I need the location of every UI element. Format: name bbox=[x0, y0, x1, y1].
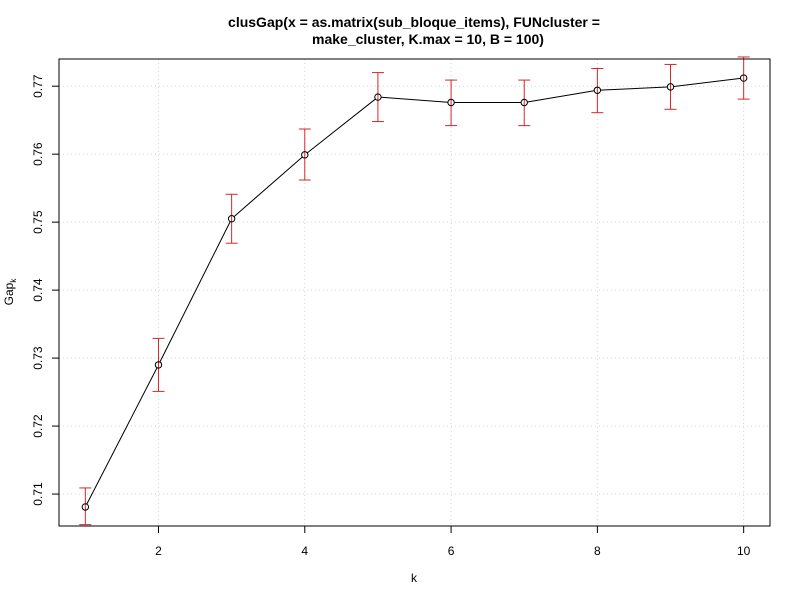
x-tick-label: 6 bbox=[448, 544, 455, 558]
data-point bbox=[666, 83, 675, 91]
data-point bbox=[447, 98, 455, 107]
x-tick-label: 4 bbox=[301, 544, 308, 558]
chart-title-line-2: make_cluster, K.max = 10, B = 100) bbox=[312, 31, 544, 47]
y-tick-label: 0.71 bbox=[31, 482, 45, 506]
x-tick-label: 2 bbox=[155, 544, 162, 558]
y-tick-label: 0.74 bbox=[31, 278, 45, 302]
y-axis-label-subscript: k bbox=[9, 278, 18, 283]
data-point bbox=[520, 98, 528, 107]
series-line-segment bbox=[600, 86, 668, 91]
series-line-segment bbox=[527, 90, 595, 103]
data-point bbox=[227, 215, 236, 223]
data-point bbox=[154, 361, 163, 369]
y-tick-label: 0.75 bbox=[31, 210, 45, 234]
data-point bbox=[81, 503, 90, 511]
data-point bbox=[301, 151, 309, 159]
series-line-segment bbox=[381, 96, 448, 103]
gap-series bbox=[79, 56, 750, 526]
plot-frame bbox=[58, 58, 771, 527]
y-axis-label: Gapk bbox=[2, 278, 18, 306]
data-point bbox=[593, 86, 602, 94]
y-tick-label: 0.72 bbox=[31, 414, 45, 438]
y-axis: 0.71 0.72 0.73 0.74 0.75 0.76 0.77 bbox=[31, 74, 59, 506]
x-axis-label: k bbox=[411, 571, 418, 585]
x-tick-label: 10 bbox=[737, 544, 751, 558]
y-tick-label: 0.76 bbox=[31, 142, 45, 166]
series-line-segment bbox=[159, 221, 231, 363]
series-line-segment bbox=[233, 156, 303, 218]
y-tick-label: 0.77 bbox=[31, 74, 45, 98]
series-line-segment bbox=[306, 98, 376, 154]
chart-title-line-1: clusGap(x = as.matrix(sub_bloque_items),… bbox=[228, 14, 600, 30]
series-line-segment bbox=[673, 77, 741, 87]
series-line-segment bbox=[86, 367, 158, 505]
grid-lines bbox=[59, 59, 770, 526]
x-axis: 2 4 6 8 10 bbox=[155, 526, 751, 558]
y-axis-label-main: Gap bbox=[2, 282, 16, 305]
y-tick-label: 0.73 bbox=[31, 346, 45, 370]
data-point bbox=[739, 74, 748, 82]
x-tick-label: 8 bbox=[594, 544, 601, 558]
data-point bbox=[374, 93, 382, 101]
